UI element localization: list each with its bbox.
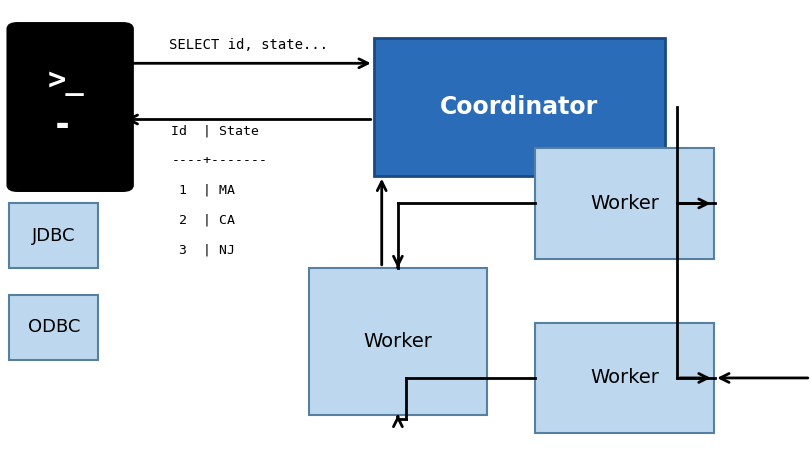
Text: >_: >_ [48,67,84,96]
Text: Id  | State: Id | State [171,124,259,137]
Text: ODBC: ODBC [28,318,80,336]
Text: ▬: ▬ [55,118,69,133]
Bar [534,323,713,433]
Text: 3  | NJ: 3 | NJ [171,243,235,256]
Bar [308,268,487,415]
FancyBboxPatch shape [8,24,132,191]
Text: Worker: Worker [590,194,658,213]
Text: SELECT id, state...: SELECT id, state... [169,38,328,52]
Bar [534,148,713,259]
Bar [373,38,664,176]
Text: Worker: Worker [363,332,431,351]
Bar [10,203,98,268]
Text: JDBC: JDBC [32,226,75,244]
Bar [10,295,98,359]
Text: ----+-------: ----+------- [171,154,267,167]
Text: 2  | CA: 2 | CA [171,213,235,227]
Text: 1  | MA: 1 | MA [171,184,235,197]
Text: Worker: Worker [590,369,658,388]
Text: Coordinator: Coordinator [440,95,598,119]
